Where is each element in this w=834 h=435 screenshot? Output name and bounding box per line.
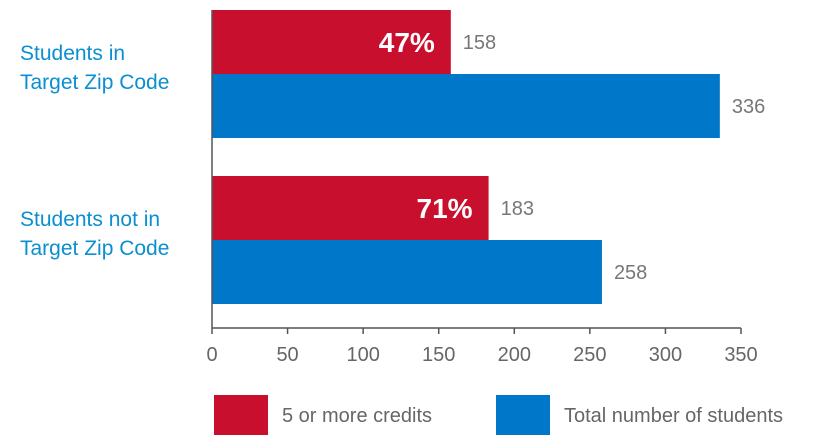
category-label: Target Zip Code: [20, 237, 169, 260]
x-tick-label: 100: [346, 344, 379, 366]
x-tick-label: 0: [206, 344, 217, 366]
x-tick-label: 150: [422, 344, 455, 366]
data-label-value: 158: [463, 32, 496, 54]
legend-label: 5 or more credits: [282, 405, 432, 427]
bar-credits: [212, 10, 451, 74]
data-label-value: 258: [614, 262, 647, 284]
x-tick-label: 50: [276, 344, 298, 366]
data-label-value: 336: [732, 96, 765, 118]
legend-swatch: [214, 395, 268, 435]
bar-total: [212, 74, 720, 138]
legend-swatch: [496, 395, 550, 435]
data-label-percent: 71%: [417, 193, 473, 224]
bar-credits: [212, 176, 489, 240]
legend-label: Total number of students: [564, 405, 783, 427]
data-label-percent: 47%: [379, 27, 435, 58]
x-tick-label: 300: [649, 344, 682, 366]
x-tick-label: 250: [573, 344, 606, 366]
data-label-value: 183: [501, 198, 534, 220]
x-tick-label: 350: [724, 344, 757, 366]
x-tick-label: 200: [498, 344, 531, 366]
bar-total: [212, 240, 602, 304]
category-label: Students in: [20, 42, 125, 65]
category-label: Students not in: [20, 208, 160, 231]
category-label: Target Zip Code: [20, 71, 169, 94]
